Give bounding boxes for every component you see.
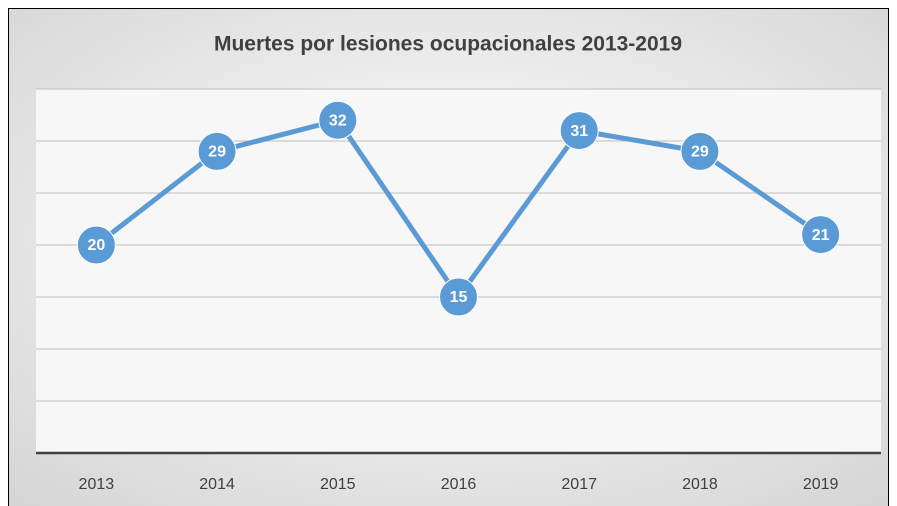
data-point: [318, 100, 358, 140]
x-tick-label: 2017: [561, 476, 597, 493]
data-label: 21: [812, 227, 830, 244]
data-label: 31: [570, 123, 588, 140]
data-point: [801, 215, 841, 255]
chart-title: Muertes por lesiones ocupacionales 2013-…: [214, 33, 682, 56]
data-label: 15: [450, 289, 468, 306]
plot-area: [36, 89, 881, 453]
data-point: [680, 131, 720, 171]
x-tick-label: 2015: [320, 476, 356, 493]
data-label: 29: [691, 144, 709, 161]
data-point: [439, 277, 478, 317]
x-tick-label: 2016: [441, 476, 477, 493]
x-tick-label: 2014: [199, 476, 235, 493]
x-tick-label: 2018: [682, 476, 718, 493]
data-label: 32: [329, 112, 347, 129]
data-label: 29: [208, 144, 226, 161]
data-point: [197, 131, 237, 171]
data-label: 20: [87, 237, 105, 254]
x-tick-label: 2019: [803, 476, 839, 493]
x-tick-label: 2013: [79, 476, 115, 493]
data-point: [76, 225, 116, 265]
data-point: [559, 111, 599, 151]
